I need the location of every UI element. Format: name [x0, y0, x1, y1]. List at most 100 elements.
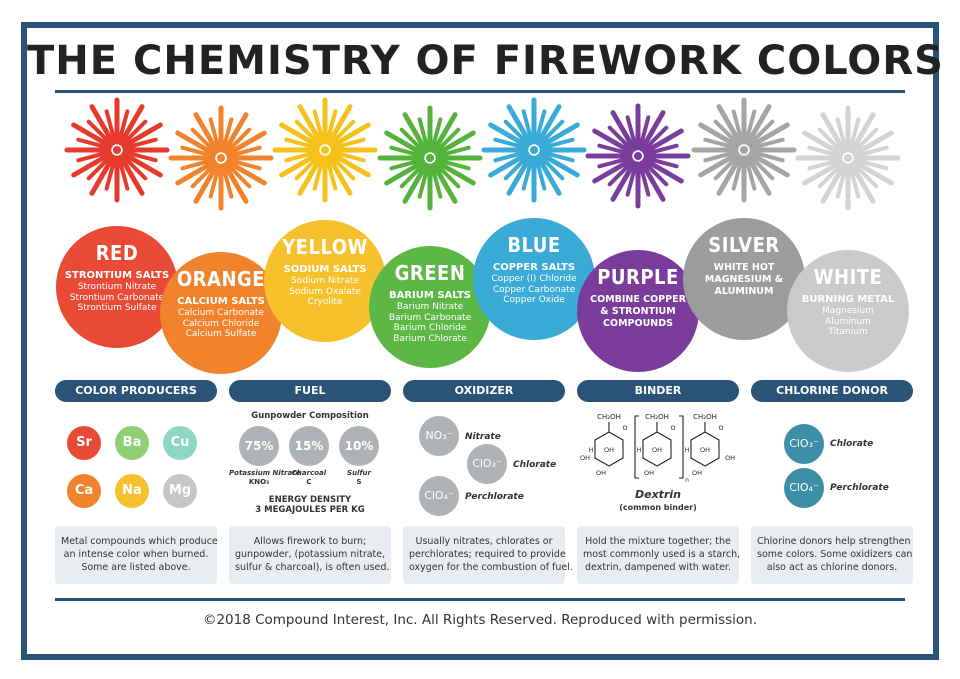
color-compound-heading: BURNING METAL — [801, 294, 895, 305]
infographic-frame: THE CHEMISTRY OF FIREWORK COLORS RED STRO… — [21, 22, 944, 660]
energy-density-value: 3 MEGAJOULES PER KG — [255, 505, 365, 515]
element-mg: Mg — [163, 474, 197, 508]
desc-color-producers: Metal compounds which produce an intense … — [55, 526, 218, 584]
color-name: WHITE — [813, 265, 883, 289]
dextrin-label: OH — [596, 469, 606, 477]
dextrin-bracket-right — [679, 415, 684, 479]
description-line: Metal compounds which produce — [61, 536, 218, 547]
color-circle-white: WHITE BURNING METAL Magnesium Aluminum Titan… — [787, 250, 909, 372]
binder-note: (common binder) — [619, 503, 697, 512]
firework-burst-orange — [168, 105, 274, 211]
gunpowder-percent: 15% — [289, 426, 329, 466]
section-header-fuel: FUEL — [229, 380, 391, 402]
description-line: sulfur & charcoal), is often used. — [235, 562, 390, 573]
description-line: gunpowder, (potassium nitrate, — [235, 549, 386, 560]
footer-copyright: ©2018 Compound Interest, Inc. All Rights… — [202, 612, 758, 628]
color-circle-green: GREEN BARIUM SALTS Barium Nitrate Barium Ca… — [369, 246, 491, 368]
chlorine-donor-ion: ClO₄⁻ — [784, 468, 824, 508]
color-compound-heading: STRONTIUM SALTS — [64, 270, 170, 281]
color-compound: Calcium Sulfate — [185, 329, 257, 339]
dextrin-label: OH — [644, 469, 654, 477]
element-ca: Ca — [67, 474, 101, 508]
gunpowder-component: Charcoal C — [291, 469, 327, 486]
page-title: THE CHEMISTRY OF FIREWORK COLORS — [27, 38, 944, 84]
section-header-color-producers: COLOR PRODUCERS — [55, 380, 217, 402]
color-compound-heading: SODIUM SALTS — [283, 264, 367, 275]
color-circle-silver: SILVER WHITE HOT MAGNESIUM & ALUMINUM — [683, 218, 805, 340]
dextrin-label: n — [685, 477, 689, 484]
chlorine-donor-ion: ClO₃⁻ — [784, 424, 824, 464]
description-line: Allows firework to burn; — [253, 536, 367, 547]
dextrin-label: O — [622, 424, 627, 432]
chlorine-donor-name: Perchlorate — [830, 483, 889, 493]
dextrin-label: OH — [725, 454, 735, 462]
dextrin-label: OH — [692, 469, 702, 477]
dextrin-bracket-left — [634, 415, 639, 479]
description-line: an intense color when burned. — [63, 549, 209, 560]
description-line: some colors. Some oxidizers can — [757, 549, 913, 560]
element-ba: Ba — [115, 426, 149, 460]
desc-fuel: Allows firework to burn; gunpowder, (pota… — [229, 526, 391, 584]
color-name: ORANGE — [176, 267, 266, 291]
color-name: BLUE — [507, 233, 561, 257]
element-cu: Cu — [163, 426, 197, 460]
oxidizer-ion: ClO₄⁻ — [419, 476, 459, 516]
color-compound-heading: WHITE HOT MAGNESIUM & ALUMINUM — [704, 262, 784, 297]
firework-burst-silver — [691, 97, 797, 203]
element-sr: Sr — [67, 426, 101, 460]
color-compound: Barium Nitrate — [396, 302, 464, 312]
description-line: Chlorine donors help strengthen — [757, 536, 911, 547]
color-name: SILVER — [708, 233, 780, 257]
description-line: perchlorates; required to provide — [409, 549, 566, 560]
color-circle-orange: ORANGE CALCIUM SALTS Calcium Carbonate Calc… — [160, 252, 282, 374]
color-circle-purple: PURPLE COMBINE COPPER & STRONTIUM COMPOUN… — [577, 250, 699, 372]
color-compound: Titanium — [828, 327, 868, 337]
dextrin-label: OH — [652, 446, 662, 454]
description-line: oxygen for the combustion of fuel. — [409, 562, 573, 573]
description-line: also act as chlorine donors. — [766, 562, 898, 573]
title-rule — [55, 90, 905, 93]
dextrin-label: CH₂OH — [645, 413, 669, 421]
color-compound: Strontium Sulfate — [77, 303, 157, 313]
dextrin-label: H — [589, 447, 594, 454]
gunpowder-percent: 10% — [339, 426, 379, 466]
color-compound: Barium Chlorate — [393, 333, 467, 344]
oxidizer-name: Nitrate — [465, 432, 501, 442]
desc-binder: Hold the mixture together; the most commo… — [577, 526, 740, 584]
dextrin-label: CH₂OH — [597, 413, 621, 421]
dextrin-label: O — [718, 424, 723, 432]
color-compound: Sodium Oxalate — [289, 286, 361, 297]
firework-bursts — [64, 97, 901, 211]
section-header-chlorine-donor: CHLORINE DONOR — [751, 380, 913, 402]
color-compound: Calcium Carbonate — [177, 308, 265, 318]
element-na: Na — [115, 474, 149, 508]
section-header-oxidizer: OXIDIZER — [403, 380, 565, 402]
energy-density-label: ENERGY DENSITY — [268, 495, 352, 505]
firework-burst-white — [795, 105, 901, 211]
color-compound: Copper (I) Chloride — [491, 274, 577, 284]
color-compound: Calcium Chloride — [182, 318, 260, 329]
firework-burst-purple — [585, 103, 691, 209]
dextrin-label: OH — [580, 454, 590, 462]
description-line: dextrin, dampened with water. — [585, 562, 731, 573]
oxidizer-ion: NO₃⁻ — [419, 416, 459, 456]
firework-burst-yellow — [272, 97, 378, 203]
firework-burst-green — [377, 105, 483, 211]
desc-oxidizer: Usually nitrates, chlorates or perchlorat… — [403, 526, 573, 584]
dextrin-label: O — [670, 424, 675, 432]
description-line: Usually nitrates, chlorates or — [415, 536, 553, 547]
color-compound: Barium Chloride — [393, 323, 467, 333]
color-compound-heading: COMBINE COPPER & STRONTIUM COMPOUNDS — [590, 294, 686, 329]
oxidizer-name: Perchlorate — [465, 492, 524, 502]
gunpowder-component: Sulfur S — [347, 469, 371, 486]
color-compound-heading: BARIUM SALTS — [388, 290, 472, 301]
gunpowder-percent: 75% — [239, 426, 279, 466]
gunpowder-title: Gunpowder Composition — [251, 411, 369, 421]
binder-name: Dextrin — [635, 488, 681, 501]
dextrin-label: OH — [604, 446, 614, 454]
color-compound: Cryolite — [307, 297, 343, 307]
description-line: Some are listed above. — [81, 562, 191, 573]
dextrin-label: H — [637, 447, 642, 454]
firework-burst-red — [64, 97, 170, 203]
